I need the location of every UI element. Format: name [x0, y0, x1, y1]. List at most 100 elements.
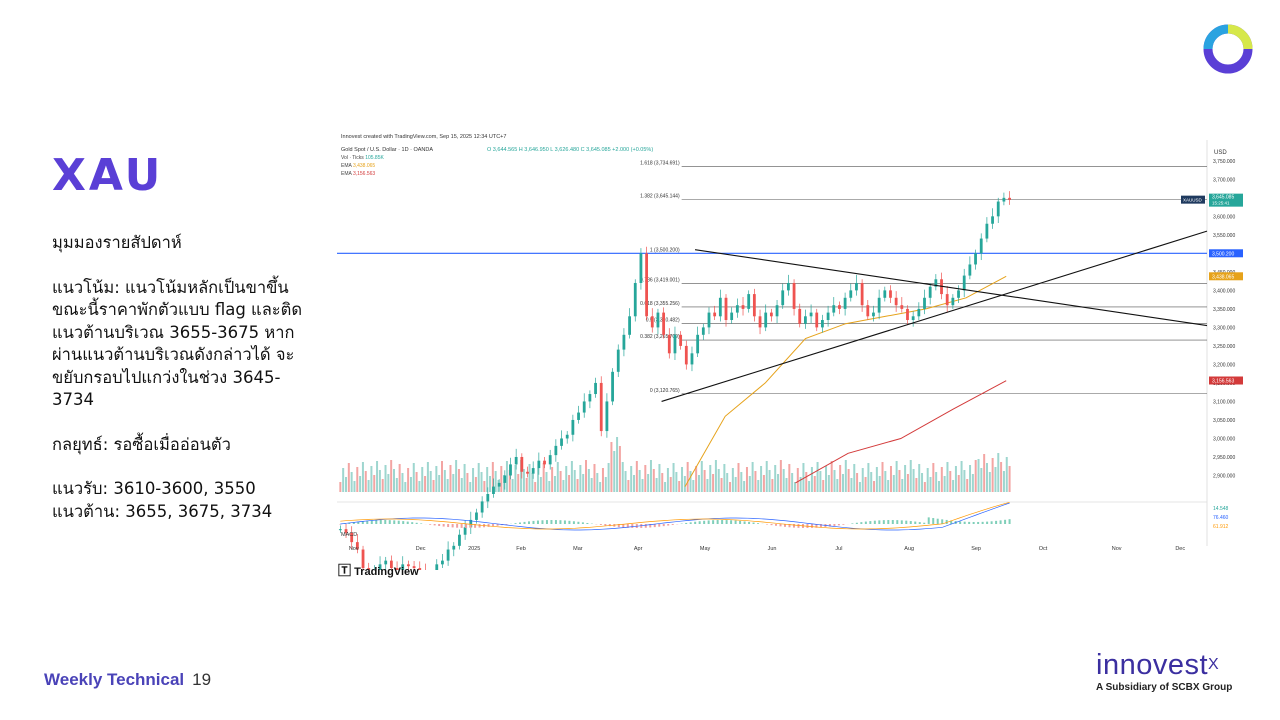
volume-bar — [480, 472, 483, 492]
candle-body — [906, 308, 909, 320]
volume-bar — [649, 460, 652, 492]
candle-body — [855, 282, 858, 291]
candle-body — [809, 312, 813, 317]
volume-bar — [373, 475, 376, 492]
volume-bar — [678, 481, 681, 492]
candle-body — [520, 456, 524, 472]
volume-bar — [878, 476, 881, 492]
macd-bar — [465, 524, 468, 528]
volume-bar — [356, 467, 359, 492]
price-tick: 3,250.000 — [1213, 344, 1235, 350]
candle-body — [974, 253, 977, 265]
macd-bar — [945, 519, 948, 524]
candle-body — [350, 532, 354, 543]
macd-bar — [896, 520, 899, 524]
volume-bar — [884, 471, 887, 492]
macd-bar — [851, 523, 854, 524]
candle-body — [407, 564, 410, 567]
candle-body — [735, 305, 739, 313]
volume-bar — [590, 478, 593, 492]
candle-body — [395, 568, 399, 570]
candle-body — [616, 349, 620, 372]
price-tick: 3,350.000 — [1213, 307, 1235, 313]
volume-bar — [587, 469, 590, 492]
volume-bar — [353, 481, 356, 492]
footer-label: Weekly Technical — [44, 670, 185, 689]
volume-bar — [601, 468, 604, 492]
candle-body — [582, 401, 586, 413]
volume-bar — [954, 466, 957, 492]
macd-bar — [784, 524, 787, 527]
volume-bar — [785, 478, 788, 492]
volume-bar — [751, 462, 754, 492]
macd-line — [340, 502, 1010, 531]
macd-bar — [456, 524, 459, 528]
macd-bar — [977, 521, 980, 524]
candle-body — [690, 353, 694, 365]
macd-bar — [541, 520, 544, 524]
macd-bar — [438, 524, 441, 527]
macd-bar — [779, 524, 782, 527]
volume-bar — [796, 468, 799, 492]
candle-body — [441, 560, 444, 565]
chart-title: Gold Spot / U.S. Dollar · 1D · OANDA — [341, 147, 433, 153]
symbol-text: XAUUSD — [1183, 198, 1203, 203]
macd-value: 14.548 — [1213, 506, 1229, 512]
candle-body — [554, 445, 558, 456]
candle-body — [1008, 197, 1011, 200]
candle-body — [724, 297, 728, 320]
candle-body — [486, 494, 490, 502]
volume-bar — [991, 458, 994, 492]
volume-bar — [774, 465, 777, 492]
candle-body — [526, 471, 529, 474]
macd-bar — [653, 524, 656, 528]
time-tick: Jul — [835, 546, 842, 552]
price-badge — [1209, 272, 1243, 281]
volume-bar — [850, 478, 853, 492]
candle-body — [832, 305, 836, 313]
slide-title: XAU — [52, 150, 164, 201]
candle-body — [730, 312, 734, 320]
macd-bar — [815, 524, 818, 528]
price-badge-text: 3,156.563 — [1212, 379, 1234, 385]
macd-panel: 14.548 76.460 61.912 — [339, 501, 1229, 531]
macd-bar — [568, 520, 571, 524]
candle-body — [480, 501, 484, 513]
volume-bar — [836, 479, 839, 492]
volume-bar — [737, 463, 740, 492]
candle-body — [639, 253, 643, 283]
volume-bar — [661, 473, 664, 492]
volume-bar — [630, 466, 633, 492]
volume-bar — [729, 482, 732, 492]
time-tick: Nov — [349, 546, 359, 552]
macd-bar — [797, 524, 800, 528]
volume-bar — [963, 470, 966, 492]
candle-body — [957, 290, 960, 298]
volume-bar — [469, 482, 472, 492]
volume-bar — [610, 442, 613, 492]
candle-body — [509, 464, 512, 476]
candle-body — [968, 264, 972, 276]
brand-subtitle: A Subsidiary of SCBX Group — [1096, 682, 1233, 693]
candle-body — [361, 549, 365, 569]
price-tick: 3,750.000 — [1213, 159, 1235, 165]
volume-bar — [624, 471, 627, 492]
candle-body — [786, 282, 790, 291]
macd-bar — [999, 520, 1002, 524]
volume-bar — [664, 482, 667, 492]
volume-bar — [508, 470, 511, 492]
macd-bar — [447, 524, 450, 528]
volume-bar — [658, 464, 661, 492]
volume-bar — [844, 460, 847, 492]
volume-bar — [655, 478, 658, 492]
macd-bar — [981, 521, 984, 524]
candle-body — [826, 312, 830, 320]
fib-label: 0.382 (3,265.709) — [640, 334, 680, 340]
macd-bar — [936, 518, 939, 524]
macd-value: 76.460 — [1213, 515, 1229, 521]
volume-bar — [409, 477, 412, 492]
time-tick: Sep — [971, 546, 981, 552]
candle-body — [673, 334, 677, 354]
candle-body — [962, 275, 966, 291]
volume-bar — [760, 466, 763, 492]
